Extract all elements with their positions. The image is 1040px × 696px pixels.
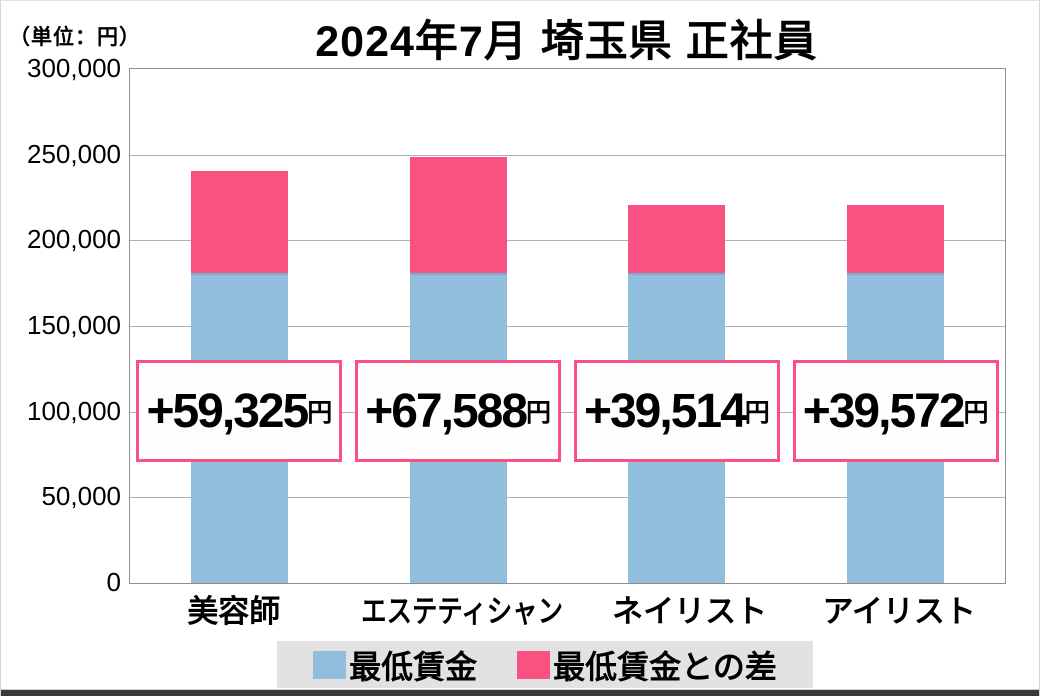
bars-row bbox=[130, 69, 1005, 583]
x-axis-label: アイリスト bbox=[822, 594, 976, 629]
legend-item-min-wage: 最低賃金 bbox=[313, 642, 477, 688]
y-axis-tick-label: 250,000 bbox=[27, 139, 121, 169]
legend-item-diff: 最低賃金との差 bbox=[517, 642, 777, 688]
diff-bar-segment bbox=[847, 205, 945, 274]
unit-note: （単位：円） bbox=[9, 26, 141, 49]
x-axis-labels: 美容師 エステティシャン ネイリスト アイリスト bbox=[129, 586, 1004, 631]
diff-value: +39,514 bbox=[583, 384, 747, 438]
legend-swatch-min-wage bbox=[313, 650, 347, 679]
plot-area: +59,325 円 +67,588 円 +39,514 円 +39,572 円 bbox=[129, 68, 1006, 584]
bottom-hairline bbox=[1, 689, 1039, 690]
diff-label-box: +39,572 円 bbox=[792, 360, 999, 462]
diff-bar-segment bbox=[190, 171, 288, 274]
gridline bbox=[130, 154, 1005, 156]
bar-group-eyelist bbox=[786, 69, 1005, 583]
legend-label: 最低賃金との差 bbox=[553, 648, 777, 685]
legend-label: 最低賃金 bbox=[349, 648, 478, 685]
chart-legend: 最低賃金 最低賃金との差 bbox=[277, 641, 813, 688]
yen-suffix: 円 bbox=[963, 399, 989, 427]
bar-group-esthetician bbox=[349, 69, 568, 583]
y-axis-tick-label: 50,000 bbox=[41, 481, 121, 511]
diff-value: +67,588 bbox=[365, 384, 528, 438]
y-axis-tick-label: 300,000 bbox=[27, 53, 121, 83]
y-axis-tick-label: 0 bbox=[106, 567, 121, 597]
gridline bbox=[130, 411, 1005, 413]
bottom-border bbox=[1, 690, 1039, 696]
yen-suffix: 円 bbox=[307, 399, 333, 427]
bar-group-biyoshi bbox=[130, 69, 349, 583]
gridline bbox=[130, 497, 1005, 499]
legend-swatch-diff bbox=[517, 650, 551, 679]
x-axis-label: エステティシャン bbox=[360, 594, 563, 629]
x-axis-label: 美容師 bbox=[187, 594, 281, 629]
diff-label-boxes-row: +59,325 円 +67,588 円 +39,514 円 +39,572 円 bbox=[130, 360, 1005, 462]
gridline bbox=[130, 240, 1005, 242]
diff-value: +59,325 bbox=[146, 384, 309, 438]
yen-suffix: 円 bbox=[526, 399, 552, 427]
diff-label-box: +39,514 円 bbox=[573, 360, 780, 462]
diff-bar-segment bbox=[628, 205, 726, 274]
chart-title: 2024年7月 埼玉県 正社員 bbox=[315, 18, 818, 66]
x-axis-label: ネイリスト bbox=[612, 594, 768, 629]
diff-label-box: +67,588 円 bbox=[355, 360, 562, 462]
diff-value: +39,572 bbox=[802, 384, 966, 438]
gridline bbox=[130, 326, 1005, 327]
y-axis-tick-label: 100,000 bbox=[27, 396, 121, 426]
diff-label-box: +59,325 円 bbox=[136, 360, 343, 462]
y-axis-tick-label: 200,000 bbox=[27, 224, 121, 254]
yen-suffix: 円 bbox=[744, 399, 770, 427]
bar-group-nailist bbox=[568, 69, 787, 583]
diff-bar-segment bbox=[409, 157, 507, 274]
y-axis-tick-label: 150,000 bbox=[27, 310, 121, 340]
